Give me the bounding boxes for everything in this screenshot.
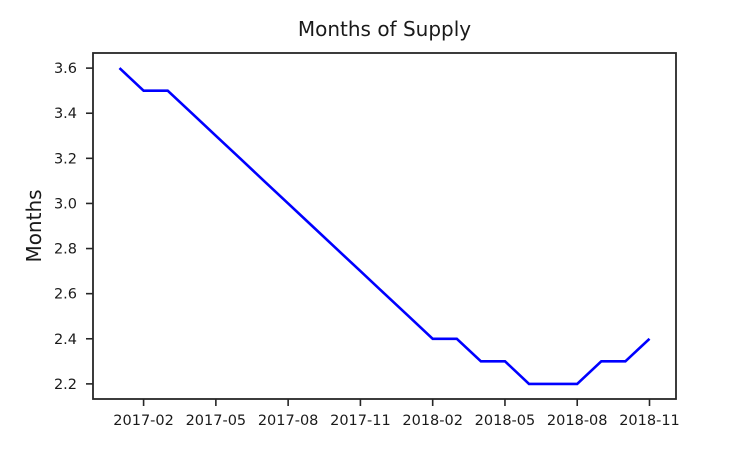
- y-tick-label: 3.4: [54, 106, 77, 122]
- y-tick-label: 2.8: [54, 242, 77, 258]
- y-tick-label: 2.2: [54, 377, 77, 393]
- data-line: [118, 67, 651, 386]
- y-tick-label: 3.6: [54, 61, 77, 77]
- y-tick-label: 3.2: [54, 151, 77, 167]
- x-tick-label: 2017-11: [330, 413, 391, 429]
- y-tick-label: 3.0: [54, 196, 77, 212]
- y-tick-label: 2.4: [54, 332, 77, 348]
- x-tick-label: 2018-02: [402, 413, 463, 429]
- x-tick-label: 2018-08: [547, 413, 608, 429]
- x-tick-label: 2018-05: [475, 413, 536, 429]
- plot-border: [92, 52, 677, 400]
- chart-title: Months of Supply: [297, 17, 472, 41]
- y-tick-label: 2.6: [54, 287, 77, 303]
- x-tick-label: 2017-05: [186, 413, 247, 429]
- x-tick-label: 2018-11: [619, 413, 680, 429]
- x-tick-label: 2017-08: [258, 413, 319, 429]
- x-tick-label: 2017-02: [113, 413, 174, 429]
